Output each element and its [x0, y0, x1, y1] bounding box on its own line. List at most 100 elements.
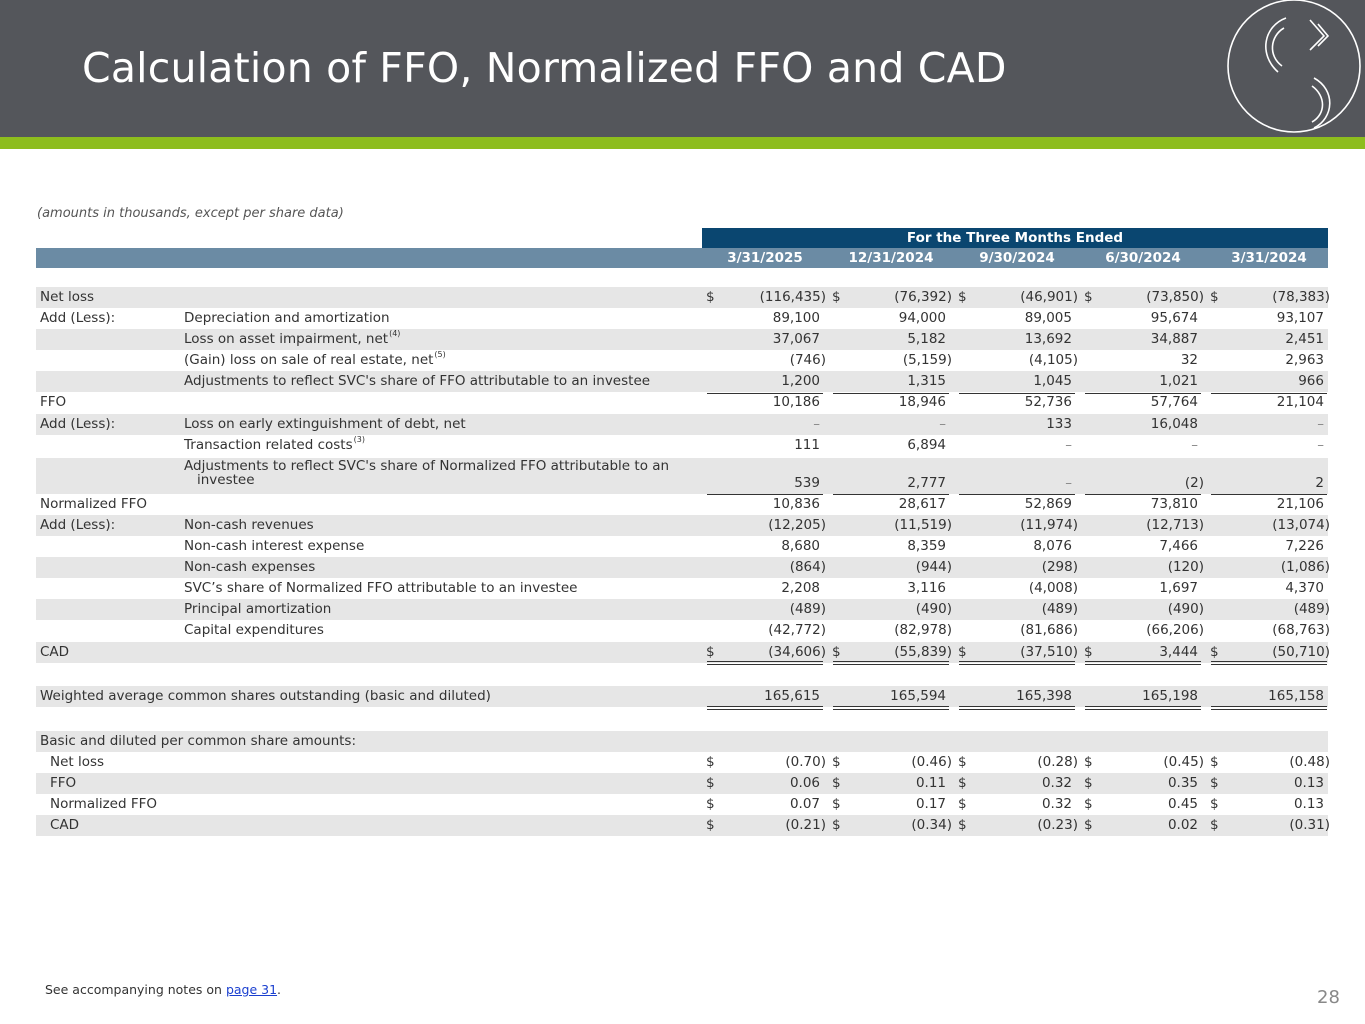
- dollar-sign: $: [706, 796, 715, 812]
- dollar-sign: $: [1084, 817, 1093, 833]
- value: 0.32: [1041, 796, 1072, 812]
- value: (0.45): [1163, 754, 1204, 770]
- value: (2): [1184, 475, 1204, 491]
- value: 2: [1315, 475, 1324, 491]
- value: (37,510): [1020, 644, 1078, 660]
- dollar-sign: $: [832, 644, 841, 660]
- dollar-sign: $: [1210, 289, 1219, 305]
- value: –: [939, 416, 946, 432]
- dollar-sign: $: [1210, 644, 1219, 660]
- value: (12,713): [1146, 517, 1204, 533]
- subtotal-rule: [833, 393, 949, 394]
- value: (50,710): [1272, 644, 1330, 660]
- row-description: Adjustments to reflect SVC's share of FF…: [184, 373, 650, 389]
- value: 28,617: [898, 496, 946, 512]
- row-label: FFO: [50, 775, 77, 791]
- subtotal-rule: [1085, 494, 1201, 495]
- value: (4,008): [1028, 580, 1078, 596]
- dollar-sign: $: [832, 796, 841, 812]
- table-row: Net loss $ (116,435) $ (76,392) $ (46,901) $ (73…: [36, 287, 1330, 308]
- value: 0.06: [789, 775, 820, 791]
- dollar-sign: $: [706, 754, 715, 770]
- value: (746): [789, 352, 826, 368]
- double-total-rule: [833, 706, 949, 710]
- value: (76,392): [894, 289, 952, 305]
- row-label: CAD: [40, 644, 70, 660]
- period-banner: For the Three Months Ended: [702, 228, 1328, 248]
- value: 52,869: [1024, 496, 1072, 512]
- subtotal-rule: [959, 494, 1075, 495]
- footnote-reference: (5): [434, 350, 446, 359]
- value: (81,686): [1020, 622, 1078, 638]
- row-description-text: Principal amortization: [184, 601, 332, 617]
- footnote-reference: (4): [389, 329, 401, 338]
- footnote: See accompanying notes on page 31.: [45, 982, 281, 997]
- column-header: 3/31/2024: [1231, 250, 1307, 266]
- table-row: Adjustments to reflect SVC's share of No…: [36, 458, 1328, 494]
- dollar-sign: $: [958, 817, 967, 833]
- column-header-band: [36, 248, 1328, 268]
- dollar-sign: $: [832, 289, 841, 305]
- value: 165,198: [1142, 688, 1198, 704]
- value: (1,086): [1280, 559, 1330, 575]
- value: 0.13: [1293, 796, 1324, 812]
- value: 2,963: [1285, 352, 1324, 368]
- row-description-text: Non-cash revenues: [184, 517, 314, 533]
- dollar-sign: $: [958, 644, 967, 660]
- value: 966: [1298, 373, 1324, 389]
- value: –: [1065, 437, 1072, 453]
- row-description-text: SVC’s share of Normalized FFO attributab…: [184, 580, 578, 596]
- value: 52,736: [1024, 394, 1072, 410]
- row-description-text: Capital expenditures: [184, 622, 324, 638]
- double-total-rule: [1211, 706, 1327, 710]
- value: (12,205): [768, 517, 826, 533]
- row-label: Net loss: [50, 754, 105, 770]
- subtotal-rule: [1085, 393, 1201, 394]
- table-row: Loss on asset impairment, net(4) 37,067 5,…: [36, 329, 1328, 350]
- value: (0.70): [785, 754, 826, 770]
- row-description: Non-cash revenues: [184, 517, 314, 533]
- table-row: CAD $ (0.21) $ (0.34) $ (0.23) $0.02 $ (0.31): [36, 815, 1330, 836]
- value: 7,466: [1159, 538, 1198, 554]
- double-total-rule: [959, 661, 1075, 665]
- table-row: Basic and diluted per common share amoun…: [36, 731, 1328, 752]
- value: 0.32: [1041, 775, 1072, 791]
- row-label: Weighted average common shares outstandi…: [40, 688, 491, 704]
- value: (68,763): [1272, 622, 1330, 638]
- column-header: 9/30/2024: [979, 250, 1055, 266]
- subtotal-rule: [1211, 494, 1327, 495]
- notes-page-link[interactable]: page 31: [225, 982, 278, 997]
- value: 1,697: [1159, 580, 1198, 596]
- row-description: (Gain) loss on sale of real estate, net(…: [184, 350, 446, 368]
- page-title: Calculation of FFO, Normalized FFO and C…: [82, 44, 1007, 92]
- table-row: Non-cash expenses (864) (944) (298) (120) (1,…: [36, 557, 1330, 578]
- value: 37,067: [772, 331, 820, 347]
- dollar-sign: $: [1084, 289, 1093, 305]
- value: 0.17: [915, 796, 946, 812]
- value: 32: [1180, 352, 1198, 368]
- row-label: Add (Less):: [40, 310, 116, 326]
- value: (46,901): [1020, 289, 1078, 305]
- row-description-text: Depreciation and amortization: [184, 310, 390, 326]
- table-row: FFO $0.06 $0.11 $0.32 $0.35 $0.13: [36, 773, 1328, 794]
- dollar-sign: $: [958, 796, 967, 812]
- value: (116,435): [759, 289, 826, 305]
- value: 165,615: [764, 688, 820, 704]
- dollar-sign: $: [1084, 796, 1093, 812]
- row-description-text: Loss on asset impairment, net: [184, 331, 389, 347]
- value: –: [1317, 416, 1324, 432]
- table-row: Net loss $ (0.70) $ (0.46) $ (0.28) $ (0.45) $ (0.…: [36, 752, 1330, 773]
- row-description: Depreciation and amortization: [184, 310, 390, 326]
- value: 93,107: [1276, 310, 1324, 326]
- value: 57,764: [1150, 394, 1198, 410]
- dollar-sign: $: [832, 775, 841, 791]
- value: 6,894: [907, 437, 946, 453]
- subtotal-rule: [707, 494, 823, 495]
- value: (13,074): [1272, 517, 1330, 533]
- value: 16,048: [1150, 416, 1198, 432]
- value: (11,519): [894, 517, 952, 533]
- value: (490): [915, 601, 952, 617]
- table-row: Non-cash interest expense 8,680 8,359 8,076…: [36, 536, 1328, 557]
- table-row: Transaction related costs(3) 111 6,894 – – –: [36, 435, 1328, 456]
- row-label: Net loss: [40, 289, 95, 305]
